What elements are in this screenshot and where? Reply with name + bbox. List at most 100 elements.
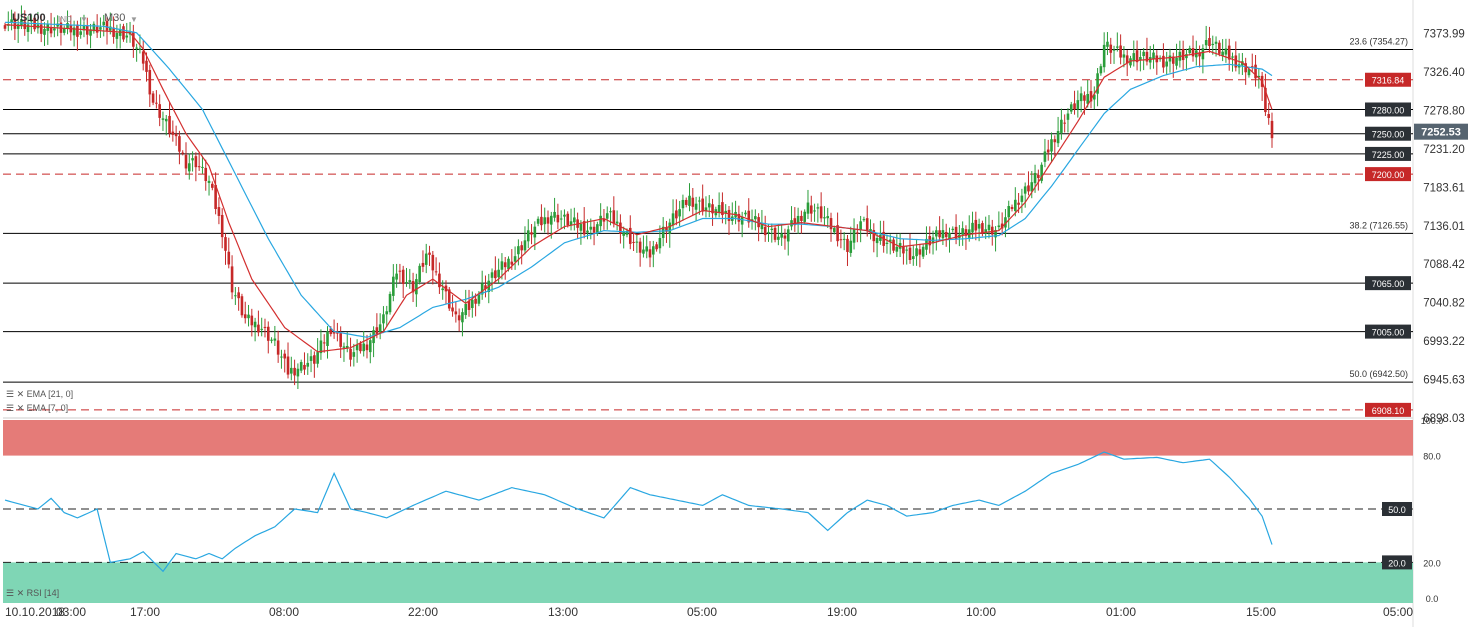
candle-body[interactable] xyxy=(1099,66,1103,74)
candle-body[interactable] xyxy=(1227,45,1231,60)
candle-body[interactable] xyxy=(1139,56,1142,61)
candle-body[interactable] xyxy=(1092,94,1096,100)
candle-body[interactable] xyxy=(826,216,830,219)
candle-body[interactable] xyxy=(648,249,652,258)
candle-body[interactable] xyxy=(1254,64,1257,79)
candle-body[interactable] xyxy=(211,183,214,188)
candle-body[interactable] xyxy=(197,166,201,168)
candle-body[interactable] xyxy=(418,265,421,283)
candle-body[interactable] xyxy=(615,221,619,224)
candle-body[interactable] xyxy=(935,230,938,237)
candle-body[interactable] xyxy=(602,218,606,222)
candle-body[interactable] xyxy=(234,295,237,297)
candle-body[interactable] xyxy=(1221,51,1224,56)
candle-body[interactable] xyxy=(1198,52,1201,57)
candle-body[interactable] xyxy=(589,226,593,230)
candle-body[interactable] xyxy=(823,217,826,219)
candle-body[interactable] xyxy=(13,18,17,29)
candle-body[interactable] xyxy=(457,315,461,321)
candle-body[interactable] xyxy=(220,214,224,238)
candle-body[interactable] xyxy=(184,154,188,169)
candle-body[interactable] xyxy=(1264,87,1267,113)
candle-body[interactable] xyxy=(1000,223,1004,229)
candle-body[interactable] xyxy=(1145,51,1149,62)
candle-body[interactable] xyxy=(819,206,823,219)
candle-body[interactable] xyxy=(760,224,764,230)
candle-body[interactable] xyxy=(375,327,379,335)
candle-body[interactable] xyxy=(1069,104,1073,112)
candle-body[interactable] xyxy=(401,269,405,284)
candle-body[interactable] xyxy=(507,258,510,270)
candle-body[interactable] xyxy=(1162,55,1165,68)
rsi-line[interactable] xyxy=(4,451,1273,573)
candle-body[interactable] xyxy=(1017,202,1020,205)
candle-body[interactable] xyxy=(355,344,359,351)
candle-body[interactable] xyxy=(793,218,797,226)
candle-body[interactable] xyxy=(711,204,714,214)
candle-body[interactable] xyxy=(727,209,731,221)
candle-body[interactable] xyxy=(26,24,30,32)
candle-body[interactable] xyxy=(105,20,109,31)
candle-body[interactable] xyxy=(171,131,175,135)
candle-body[interactable] xyxy=(79,31,82,35)
candle-body[interactable] xyxy=(803,211,806,222)
candle-body[interactable] xyxy=(691,197,695,207)
candle-body[interactable] xyxy=(447,289,451,309)
candle-body[interactable] xyxy=(951,228,955,231)
candle-body[interactable] xyxy=(109,26,112,31)
candle-body[interactable] xyxy=(1089,91,1093,102)
candle-body[interactable] xyxy=(66,23,69,29)
candle-body[interactable] xyxy=(309,356,313,361)
candle-body[interactable] xyxy=(586,230,589,233)
candle-body[interactable] xyxy=(1234,55,1238,68)
candle-body[interactable] xyxy=(688,195,691,206)
candle-body[interactable] xyxy=(1004,217,1007,228)
candle-body[interactable] xyxy=(161,118,165,120)
candle-body[interactable] xyxy=(89,29,92,36)
candle-body[interactable] xyxy=(392,276,395,296)
candle-body[interactable] xyxy=(1168,55,1172,62)
candle-body[interactable] xyxy=(1066,113,1070,120)
candle-body[interactable] xyxy=(898,243,902,249)
candle-body[interactable] xyxy=(668,222,672,234)
candle-body[interactable] xyxy=(464,303,468,316)
candle-body[interactable] xyxy=(283,353,287,359)
candle-body[interactable] xyxy=(102,21,106,26)
candle-body[interactable] xyxy=(1188,48,1192,54)
candle-body[interactable] xyxy=(918,249,922,255)
candle-body[interactable] xyxy=(16,24,20,29)
candle-body[interactable] xyxy=(99,27,102,30)
candle-body[interactable] xyxy=(1171,56,1175,64)
candle-body[interactable] xyxy=(290,367,293,374)
candle-body[interactable] xyxy=(1175,57,1178,66)
candle-body[interactable] xyxy=(1040,164,1043,181)
candle-body[interactable] xyxy=(1201,48,1205,60)
candle-body[interactable] xyxy=(842,238,846,240)
candle-body[interactable] xyxy=(1135,50,1139,63)
candle-body[interactable] xyxy=(658,237,662,249)
candle-body[interactable] xyxy=(490,272,494,278)
candle-body[interactable] xyxy=(1152,52,1155,59)
candle-body[interactable] xyxy=(1106,41,1109,47)
candle-body[interactable] xyxy=(76,24,79,37)
candle-body[interactable] xyxy=(902,245,905,254)
candle-body[interactable] xyxy=(566,213,570,226)
candle-body[interactable] xyxy=(786,229,790,242)
candle-body[interactable] xyxy=(605,213,609,219)
candle-body[interactable] xyxy=(638,241,642,253)
ema-slow-line[interactable] xyxy=(4,21,1273,338)
candle-body[interactable] xyxy=(263,326,267,328)
candle-body[interactable] xyxy=(411,281,415,293)
candle-body[interactable] xyxy=(158,104,161,118)
candle-body[interactable] xyxy=(497,269,500,278)
candle-body[interactable] xyxy=(1056,130,1060,144)
candle-body[interactable] xyxy=(704,207,708,211)
candle-body[interactable] xyxy=(911,256,915,260)
candle-body[interactable] xyxy=(1086,93,1090,104)
candle-body[interactable] xyxy=(1244,63,1247,73)
candle-body[interactable] xyxy=(1060,119,1063,133)
candle-body[interactable] xyxy=(612,210,616,224)
candle-body[interactable] xyxy=(382,314,385,324)
candle-body[interactable] xyxy=(319,340,323,354)
candle-body[interactable] xyxy=(1112,49,1116,51)
